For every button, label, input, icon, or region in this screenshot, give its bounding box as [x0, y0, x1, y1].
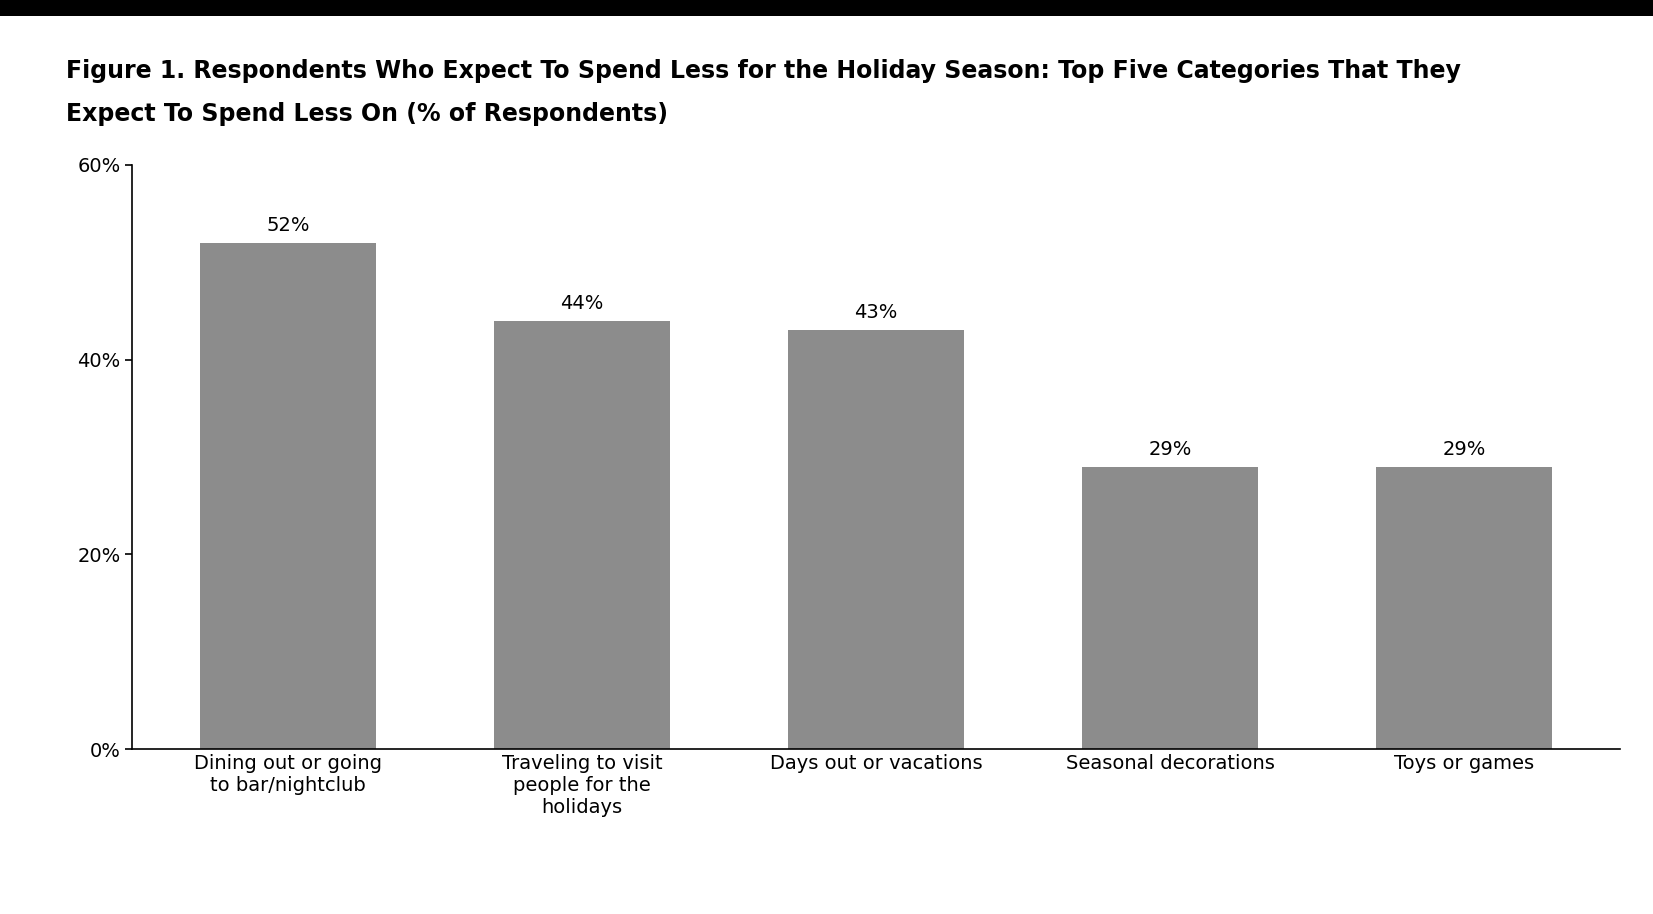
Bar — [1375, 467, 1552, 749]
Text: Figure 1. Respondents Who Expect To Spend Less for the Holiday Season: Top Five : Figure 1. Respondents Who Expect To Spen… — [66, 59, 1461, 83]
Text: Expect To Spend Less On (% of Respondents): Expect To Spend Less On (% of Respondent… — [66, 102, 668, 126]
Text: 52%: 52% — [266, 216, 309, 235]
Bar — [1083, 467, 1258, 749]
Text: 29%: 29% — [1443, 440, 1486, 459]
Text: 29%: 29% — [1149, 440, 1192, 459]
Bar — [200, 242, 377, 749]
Bar — [788, 330, 964, 749]
Text: 43%: 43% — [855, 303, 898, 323]
Text: 44%: 44% — [560, 293, 603, 313]
Bar — [494, 321, 669, 749]
